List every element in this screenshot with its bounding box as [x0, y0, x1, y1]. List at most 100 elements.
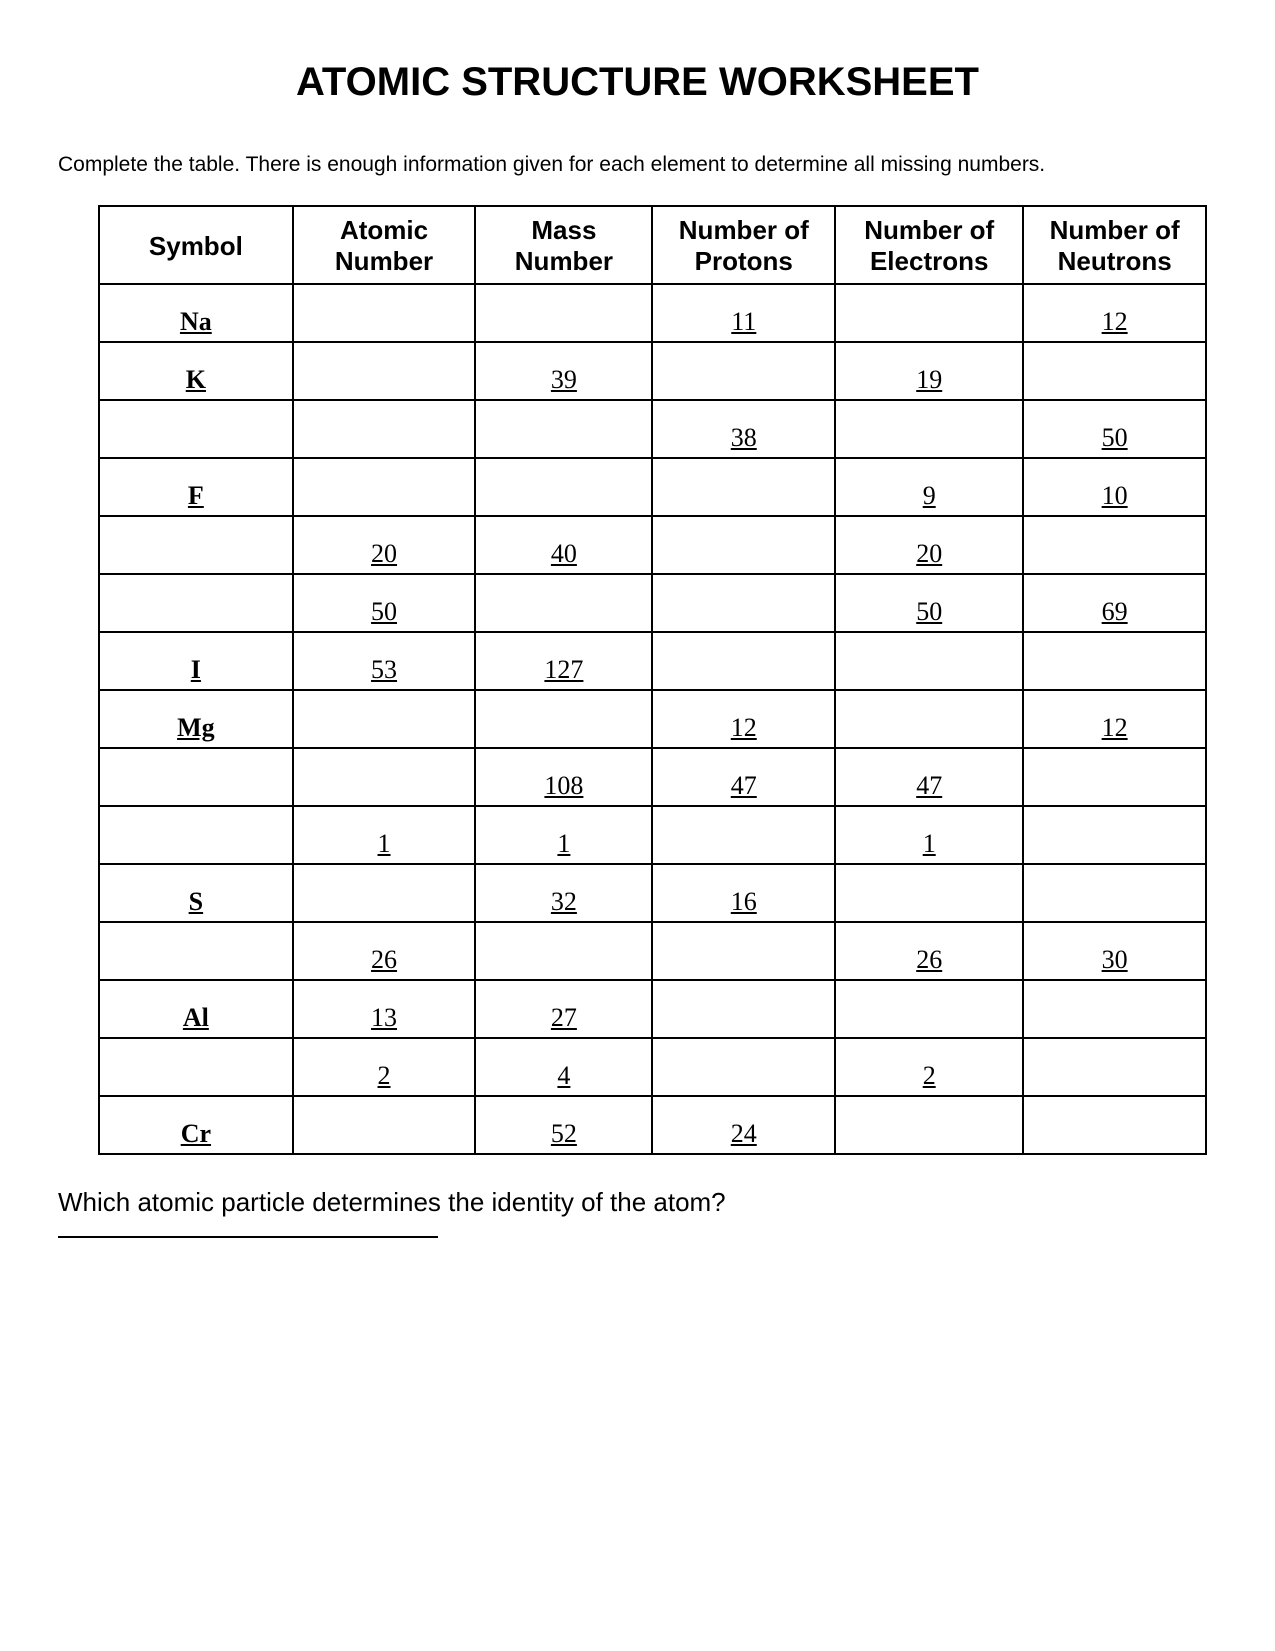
cell-atomic-number[interactable]: [293, 284, 476, 342]
cell-mass-number[interactable]: [475, 574, 652, 632]
cell-electrons[interactable]: [835, 980, 1023, 1038]
cell-atomic-number[interactable]: [293, 458, 476, 516]
cell-electrons[interactable]: 2: [835, 1038, 1023, 1096]
cell-atomic-number[interactable]: [293, 864, 476, 922]
cell-electrons[interactable]: 26: [835, 922, 1023, 980]
cell-electrons[interactable]: 50: [835, 574, 1023, 632]
cell-electrons[interactable]: 47: [835, 748, 1023, 806]
cell-electrons[interactable]: 19: [835, 342, 1023, 400]
cell-neutrons[interactable]: 12: [1023, 690, 1206, 748]
cell-atomic-number[interactable]: 26: [293, 922, 476, 980]
cell-neutrons[interactable]: [1023, 632, 1206, 690]
cell-symbol[interactable]: [99, 748, 293, 806]
cell-symbol[interactable]: [99, 1038, 293, 1096]
cell-value: 127: [544, 655, 583, 684]
cell-electrons[interactable]: [835, 284, 1023, 342]
cell-neutrons[interactable]: [1023, 864, 1206, 922]
cell-neutrons[interactable]: 69: [1023, 574, 1206, 632]
cell-neutrons[interactable]: 10: [1023, 458, 1206, 516]
cell-protons[interactable]: [652, 342, 835, 400]
cell-atomic-number[interactable]: 1: [293, 806, 476, 864]
cell-neutrons[interactable]: 30: [1023, 922, 1206, 980]
cell-symbol[interactable]: [99, 922, 293, 980]
cell-electrons[interactable]: 9: [835, 458, 1023, 516]
cell-mass-number[interactable]: [475, 458, 652, 516]
cell-atomic-number[interactable]: [293, 1096, 476, 1154]
cell-neutrons[interactable]: [1023, 516, 1206, 574]
cell-mass-number[interactable]: 39: [475, 342, 652, 400]
cell-mass-number[interactable]: 127: [475, 632, 652, 690]
cell-electrons[interactable]: 1: [835, 806, 1023, 864]
cell-electrons[interactable]: [835, 690, 1023, 748]
cell-mass-number[interactable]: 1: [475, 806, 652, 864]
cell-mass-number[interactable]: [475, 690, 652, 748]
cell-atomic-number[interactable]: [293, 748, 476, 806]
cell-neutrons[interactable]: [1023, 1038, 1206, 1096]
cell-symbol[interactable]: [99, 806, 293, 864]
cell-value: 4: [557, 1061, 570, 1090]
cell-mass-number[interactable]: 32: [475, 864, 652, 922]
cell-mass-number[interactable]: 52: [475, 1096, 652, 1154]
cell-protons[interactable]: 47: [652, 748, 835, 806]
cell-electrons[interactable]: [835, 864, 1023, 922]
cell-protons[interactable]: 12: [652, 690, 835, 748]
cell-mass-number[interactable]: 4: [475, 1038, 652, 1096]
cell-neutrons[interactable]: [1023, 748, 1206, 806]
cell-symbol[interactable]: [99, 400, 293, 458]
cell-value: 1: [557, 829, 570, 858]
answer-blank-line[interactable]: [58, 1236, 438, 1238]
cell-neutrons[interactable]: [1023, 1096, 1206, 1154]
cell-value: 9: [923, 481, 936, 510]
cell-atomic-number[interactable]: 20: [293, 516, 476, 574]
cell-symbol[interactable]: S: [99, 864, 293, 922]
cell-electrons[interactable]: [835, 400, 1023, 458]
cell-protons[interactable]: [652, 574, 835, 632]
cell-protons[interactable]: 24: [652, 1096, 835, 1154]
cell-mass-number[interactable]: [475, 922, 652, 980]
cell-atomic-number[interactable]: [293, 690, 476, 748]
cell-atomic-number[interactable]: [293, 400, 476, 458]
cell-symbol[interactable]: Al: [99, 980, 293, 1038]
cell-electrons[interactable]: 20: [835, 516, 1023, 574]
cell-value: Al: [183, 1003, 209, 1032]
cell-mass-number[interactable]: 108: [475, 748, 652, 806]
cell-symbol[interactable]: K: [99, 342, 293, 400]
cell-protons[interactable]: [652, 458, 835, 516]
cell-neutrons[interactable]: 12: [1023, 284, 1206, 342]
cell-atomic-number[interactable]: 2: [293, 1038, 476, 1096]
cell-atomic-number[interactable]: 53: [293, 632, 476, 690]
cell-value: 20: [916, 539, 942, 568]
cell-protons[interactable]: [652, 632, 835, 690]
cell-neutrons[interactable]: [1023, 980, 1206, 1038]
cell-atomic-number[interactable]: [293, 342, 476, 400]
cell-neutrons[interactable]: 50: [1023, 400, 1206, 458]
cell-symbol[interactable]: Mg: [99, 690, 293, 748]
cell-protons[interactable]: [652, 1038, 835, 1096]
cell-symbol[interactable]: I: [99, 632, 293, 690]
cell-mass-number[interactable]: 40: [475, 516, 652, 574]
cell-protons[interactable]: [652, 980, 835, 1038]
cell-value: 2: [378, 1061, 391, 1090]
cell-symbol[interactable]: F: [99, 458, 293, 516]
table-row: F 9 10: [99, 458, 1206, 516]
cell-atomic-number[interactable]: 13: [293, 980, 476, 1038]
cell-electrons[interactable]: [835, 632, 1023, 690]
cell-value: 47: [916, 771, 942, 800]
cell-protons[interactable]: 38: [652, 400, 835, 458]
cell-mass-number[interactable]: 27: [475, 980, 652, 1038]
cell-symbol[interactable]: Na: [99, 284, 293, 342]
cell-mass-number[interactable]: [475, 284, 652, 342]
cell-symbol[interactable]: [99, 574, 293, 632]
cell-mass-number[interactable]: [475, 400, 652, 458]
cell-symbol[interactable]: Cr: [99, 1096, 293, 1154]
cell-protons[interactable]: [652, 806, 835, 864]
cell-protons[interactable]: [652, 922, 835, 980]
cell-neutrons[interactable]: [1023, 342, 1206, 400]
cell-protons[interactable]: 11: [652, 284, 835, 342]
cell-neutrons[interactable]: [1023, 806, 1206, 864]
cell-protons[interactable]: 16: [652, 864, 835, 922]
cell-protons[interactable]: [652, 516, 835, 574]
cell-atomic-number[interactable]: 50: [293, 574, 476, 632]
cell-electrons[interactable]: [835, 1096, 1023, 1154]
cell-symbol[interactable]: [99, 516, 293, 574]
